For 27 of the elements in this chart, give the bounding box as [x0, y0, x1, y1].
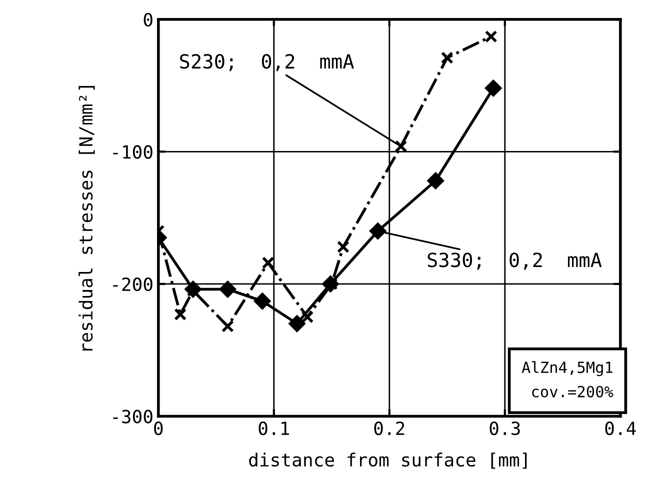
y-tick-label: 0: [144, 12, 152, 27]
y-axis-title: residual stresses [N/mm²]: [78, 86, 95, 350]
point: [221, 320, 234, 333]
x-tick-label: 0: [154, 422, 163, 436]
point: [440, 51, 454, 64]
point: [288, 315, 306, 332]
point: [485, 80, 502, 96]
point: [219, 280, 236, 298]
point: [301, 310, 314, 324]
y-tick-label: -200: [113, 277, 152, 292]
point: [370, 222, 386, 240]
y-tick-label: -100: [113, 145, 152, 159]
point: [336, 240, 350, 254]
annotation: AlZn4,5Mg1 cov.=200%: [522, 361, 614, 398]
point: [427, 172, 444, 190]
x-axis-title: distance from surface [mm]: [249, 452, 527, 469]
point: [262, 256, 274, 270]
point: [484, 30, 498, 43]
x-tick-label: 0.2: [374, 422, 404, 436]
x-tick-label: 0.1: [258, 422, 289, 436]
point: [394, 140, 408, 153]
x-tick-label: 0.3: [490, 422, 520, 436]
y-tick-label: -300: [113, 410, 152, 424]
annotation: S330; 0,2 mmA: [428, 252, 602, 270]
x-tick-label: 0.4: [605, 422, 636, 436]
point: [174, 308, 187, 321]
point: [254, 292, 271, 310]
